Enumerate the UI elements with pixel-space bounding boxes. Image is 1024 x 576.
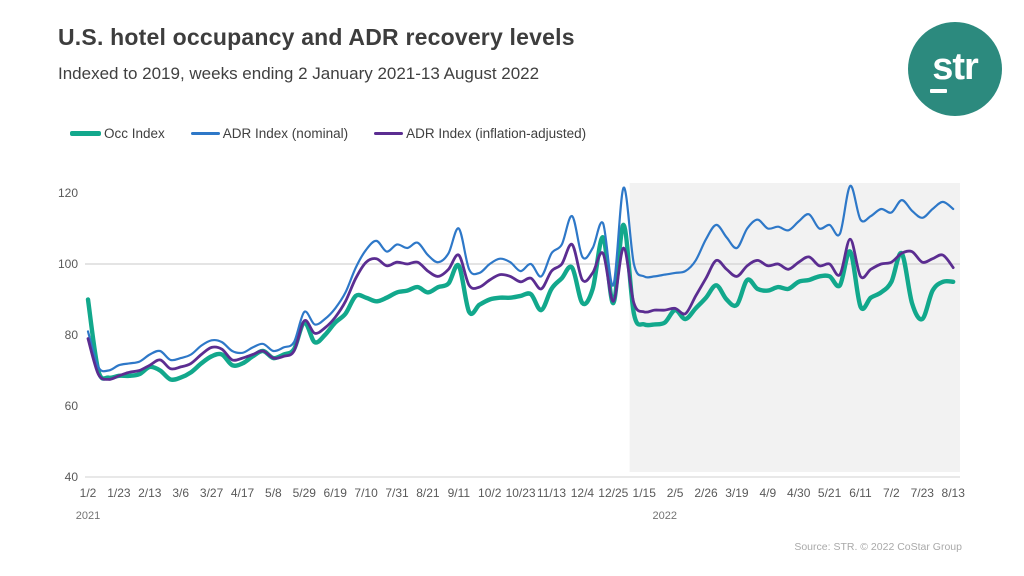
x-tick-label: 12/25 — [598, 486, 628, 500]
x-tick-label: 9/11 — [448, 486, 471, 500]
x-tick-label: 7/31 — [385, 486, 409, 500]
x-tick-label: 7/10 — [354, 486, 378, 500]
legend-item-adr-real: ADR Index (inflation-adjusted) — [374, 126, 586, 141]
x-tick-label: 8/21 — [416, 486, 440, 500]
x-tick-label: 5/29 — [293, 486, 317, 500]
x-tick-label: 6/11 — [849, 486, 872, 500]
x-tick-label: 7/2 — [883, 486, 900, 500]
occ-index-swatch — [70, 131, 101, 136]
y-tick-label: 80 — [65, 328, 79, 342]
x-tick-label: 8/13 — [942, 486, 966, 500]
shaded-2022-region — [629, 183, 960, 472]
legend-label: ADR Index (inflation-adjusted) — [406, 126, 587, 141]
x-tick-label: 2/26 — [694, 486, 718, 500]
y-tick-label: 40 — [65, 470, 79, 484]
adr-nominal-swatch — [190, 132, 220, 135]
x-tick-label: 12/4 — [571, 486, 595, 500]
legend-label: ADR Index (nominal) — [222, 126, 349, 141]
legend-item-adr-nominal: ADR Index (nominal) — [190, 126, 349, 141]
page-subtitle: Indexed to 2019, weeks ending 2 January … — [58, 64, 540, 83]
x-tick-label: 10/23 — [506, 486, 536, 500]
x-tick-label: 2/5 — [667, 486, 684, 500]
x-tick-label: 11/13 — [537, 486, 566, 500]
y-tick-label: 100 — [58, 257, 78, 271]
adr-nominal-line — [86, 184, 955, 373]
x-tick-label: 6/19 — [324, 486, 348, 500]
legend-label: Occ Index — [104, 126, 165, 141]
chart-legend: Occ Index ADR Index (nominal) ADR Index … — [70, 126, 586, 141]
str-logo-text: str — [932, 46, 979, 88]
y-tick-label: 60 — [65, 399, 79, 413]
occ-index-line — [85, 222, 956, 382]
x-tick-label: 2/13 — [138, 486, 162, 500]
str-logo-underline — [930, 89, 947, 93]
legend-item-occ-index: Occ Index — [70, 126, 165, 141]
x-tick-label: 4/17 — [231, 486, 255, 500]
x-tick-label: 3/27 — [200, 486, 224, 500]
year-label: 2022 — [653, 510, 677, 522]
x-tick-label: 5/8 — [265, 486, 282, 500]
x-tick-label: 10/2 — [478, 486, 502, 500]
x-tick-label: 5/21 — [818, 486, 842, 500]
x-tick-label: 7/23 — [911, 486, 935, 500]
x-tick-label: 3/6 — [172, 486, 189, 500]
x-tick-label: 1/15 — [633, 486, 657, 500]
year-label: 2021 — [76, 510, 100, 522]
x-tick-label: 4/30 — [787, 486, 811, 500]
source-note: Source: STR. © 2022 CoStar Group — [794, 541, 962, 553]
adr-real-swatch — [374, 132, 404, 135]
x-tick-label: 1/23 — [107, 486, 131, 500]
chart-header: U.S. hotel occupancy and ADR recovery le… — [58, 24, 575, 84]
str-logo: str — [908, 22, 1002, 116]
page-title: U.S. hotel occupancy and ADR recovery le… — [58, 24, 575, 50]
x-tick-label: 4/9 — [759, 486, 776, 500]
x-tick-label: 1/2 — [80, 486, 97, 500]
adr-real-line — [86, 237, 955, 381]
y-tick-label: 120 — [58, 186, 78, 200]
x-tick-label: 3/19 — [725, 486, 749, 500]
